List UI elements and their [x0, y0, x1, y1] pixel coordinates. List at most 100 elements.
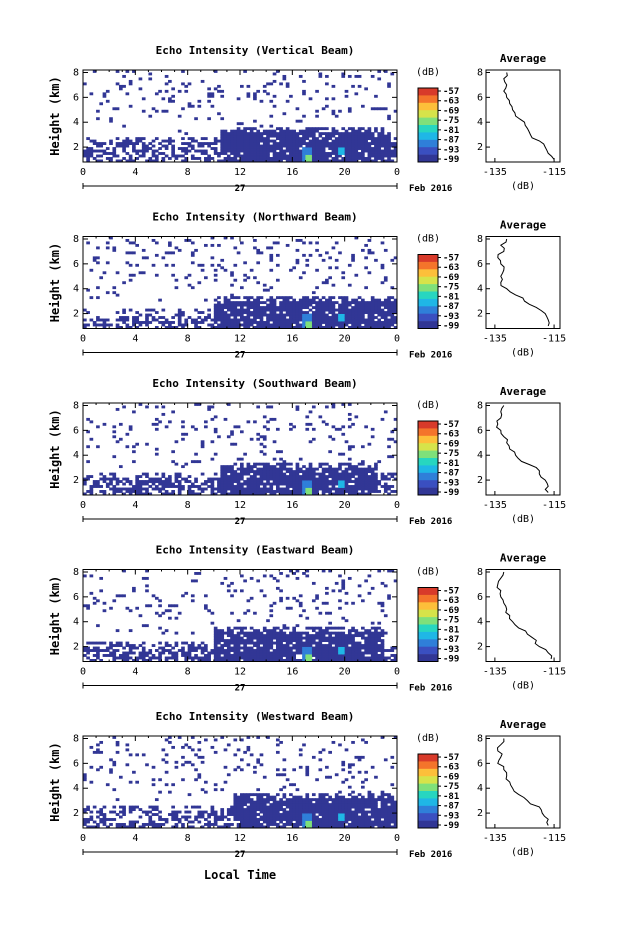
heatmap-cell — [154, 611, 159, 615]
heatmap-cell — [364, 656, 368, 660]
heatmap-cell — [315, 818, 319, 821]
heatmap-cell — [308, 154, 313, 158]
heatmap-cell — [168, 790, 172, 794]
heatmap-cell — [266, 420, 270, 424]
heatmap-cell — [223, 639, 228, 643]
heatmap-cell — [236, 810, 241, 814]
heatmap-cell — [295, 636, 300, 640]
heatmap-cell — [262, 626, 267, 630]
heatmap-cell — [233, 139, 238, 143]
heatmap-cell — [204, 780, 208, 784]
heatmap-cell — [315, 472, 319, 476]
heatmap-cell — [164, 477, 169, 481]
heatmap-cell — [230, 492, 234, 496]
heatmap-cell — [125, 70, 130, 73]
heatmap-cell — [249, 800, 254, 804]
heatmap-cell — [181, 594, 185, 598]
heatmap-cell — [380, 609, 385, 613]
heatmap-cell — [256, 132, 261, 136]
heatmap-cell — [311, 485, 316, 488]
heatmap-cell — [351, 321, 355, 324]
heatmap-cell — [266, 815, 270, 819]
heatmap-cell — [370, 134, 375, 138]
heatmap-cell — [341, 656, 346, 660]
heatmap-cell — [230, 470, 234, 474]
heatmap-cell — [289, 137, 293, 141]
heatmap-cell — [177, 487, 182, 491]
heatmap-cell — [341, 144, 346, 148]
heatmap-cell — [177, 649, 182, 652]
heatmap-cell — [380, 266, 385, 270]
heatmap-cell — [226, 649, 231, 652]
colorbar-tick-label: -87 — [443, 469, 459, 479]
heatmap-cell — [292, 472, 296, 476]
heatmap-cell — [298, 818, 303, 821]
heatmap-cell — [282, 651, 287, 655]
heatmap-cell — [377, 569, 382, 573]
heatmap-cell — [374, 321, 378, 324]
colorbar-tick-label: -93 — [443, 645, 459, 655]
heatmap-cell — [145, 584, 149, 588]
heatmap-cell — [249, 127, 254, 131]
heatmap-cell — [269, 303, 274, 307]
heatmap-cell — [141, 825, 146, 829]
heatmap-cell — [347, 303, 352, 307]
heatmap-cell — [96, 154, 100, 158]
heatmap-cell — [354, 144, 359, 148]
heatmap-cell — [370, 482, 375, 486]
heatmap-cell — [240, 574, 244, 578]
average-y-tick-label: 2 — [477, 642, 483, 653]
heatmap-cell — [141, 472, 146, 476]
heatmap-cell — [387, 437, 391, 441]
heatmap-cell — [122, 74, 126, 78]
heatmap-cell — [325, 475, 329, 478]
heatmap-cell — [361, 485, 365, 488]
heatmap-cell — [210, 326, 215, 329]
heatmap-cell — [374, 326, 378, 329]
heatmap-cell — [390, 490, 395, 493]
heatmap-cell — [118, 437, 123, 441]
heatmap-cell — [298, 139, 303, 143]
heatmap-cell — [298, 485, 303, 488]
heatmap-cell — [168, 480, 172, 483]
heatmap-cell — [256, 798, 261, 802]
heatmap-cell — [370, 467, 375, 471]
x-tick-label: 0 — [394, 500, 400, 511]
heatmap-cell — [135, 137, 139, 141]
heatmap-cell — [109, 157, 113, 160]
heatmap-cell — [328, 626, 332, 630]
heatmap-cell — [338, 490, 342, 493]
heatmap-cell — [357, 656, 362, 660]
heatmap-cell — [213, 659, 218, 662]
heatmap-cell — [226, 641, 231, 645]
heatmap-cell — [354, 649, 359, 652]
heatmap-cell — [338, 477, 342, 481]
heatmap-cell — [204, 659, 208, 662]
heatmap-cell — [298, 159, 303, 163]
heatmap-cell — [171, 482, 175, 486]
heatmap-cell — [295, 139, 300, 143]
heatmap-cell — [161, 492, 166, 496]
heatmap-cell — [125, 238, 130, 242]
heatmap-cell — [266, 654, 270, 657]
heatmap-cell — [240, 808, 244, 811]
heatmap-cell — [161, 157, 166, 160]
heatmap-cell — [207, 407, 211, 411]
heatmap-cell — [89, 139, 94, 143]
heatmap-cell — [354, 470, 359, 474]
heatmap-cell — [285, 132, 290, 136]
heatmap-cell — [311, 480, 316, 483]
heatmap-cell — [118, 422, 123, 426]
heatmap-cell — [393, 490, 398, 493]
heatmap-cell — [367, 490, 372, 493]
heatmap-cell — [240, 825, 244, 829]
heatmap-cell — [341, 157, 346, 160]
heatmap-cell — [266, 139, 270, 143]
heatmap-cell — [318, 634, 323, 638]
heatmap-cell — [282, 793, 287, 797]
heatmap-cell — [289, 313, 293, 317]
heatmap-cell — [230, 805, 234, 809]
heatmap-cell — [243, 649, 247, 652]
heatmap-cell — [289, 475, 293, 478]
heatmap-cell — [308, 129, 313, 133]
